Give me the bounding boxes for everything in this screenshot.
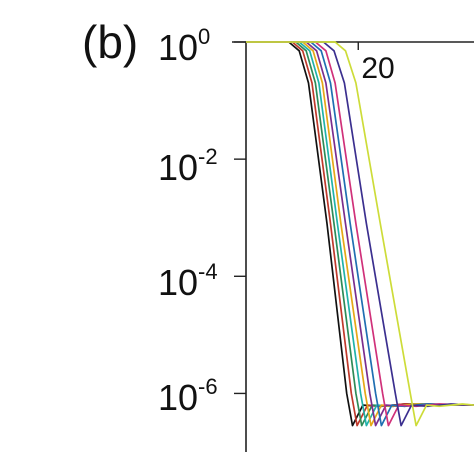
series-line-4 xyxy=(246,41,474,427)
series-line-10 xyxy=(246,41,474,427)
series-line-5 xyxy=(246,41,474,427)
series-line-6 xyxy=(246,41,474,427)
y-tick-labels: 100 10-2 10-4 10-6 xyxy=(158,24,218,418)
panel-label: (b) xyxy=(82,16,138,68)
y-tick-exponent: -2 xyxy=(198,144,218,169)
series-line-7 xyxy=(246,41,474,427)
series-line-8 xyxy=(246,41,474,427)
y-tick-base: 10 xyxy=(158,27,198,68)
y-tick-base: 10 xyxy=(158,147,198,188)
y-tick-label-1: 10-2 xyxy=(158,144,218,188)
series-line-2 xyxy=(246,41,474,427)
series-group xyxy=(246,41,474,427)
x-tick-label-20: 20 xyxy=(361,52,394,85)
y-tick-label-0: 100 xyxy=(158,24,210,68)
y-tick-label-3: 10-6 xyxy=(158,374,218,418)
series-line-9 xyxy=(246,41,474,427)
y-tick-exponent: -6 xyxy=(198,374,218,399)
series-line-3 xyxy=(246,41,474,427)
y-tick-base: 10 xyxy=(158,377,198,418)
y-tick-label-2: 10-4 xyxy=(158,259,218,303)
y-tick-exponent: 0 xyxy=(198,24,210,49)
y-tick-exponent: -4 xyxy=(198,259,218,284)
series-line-1 xyxy=(246,41,474,427)
y-tick-base: 10 xyxy=(158,262,198,303)
